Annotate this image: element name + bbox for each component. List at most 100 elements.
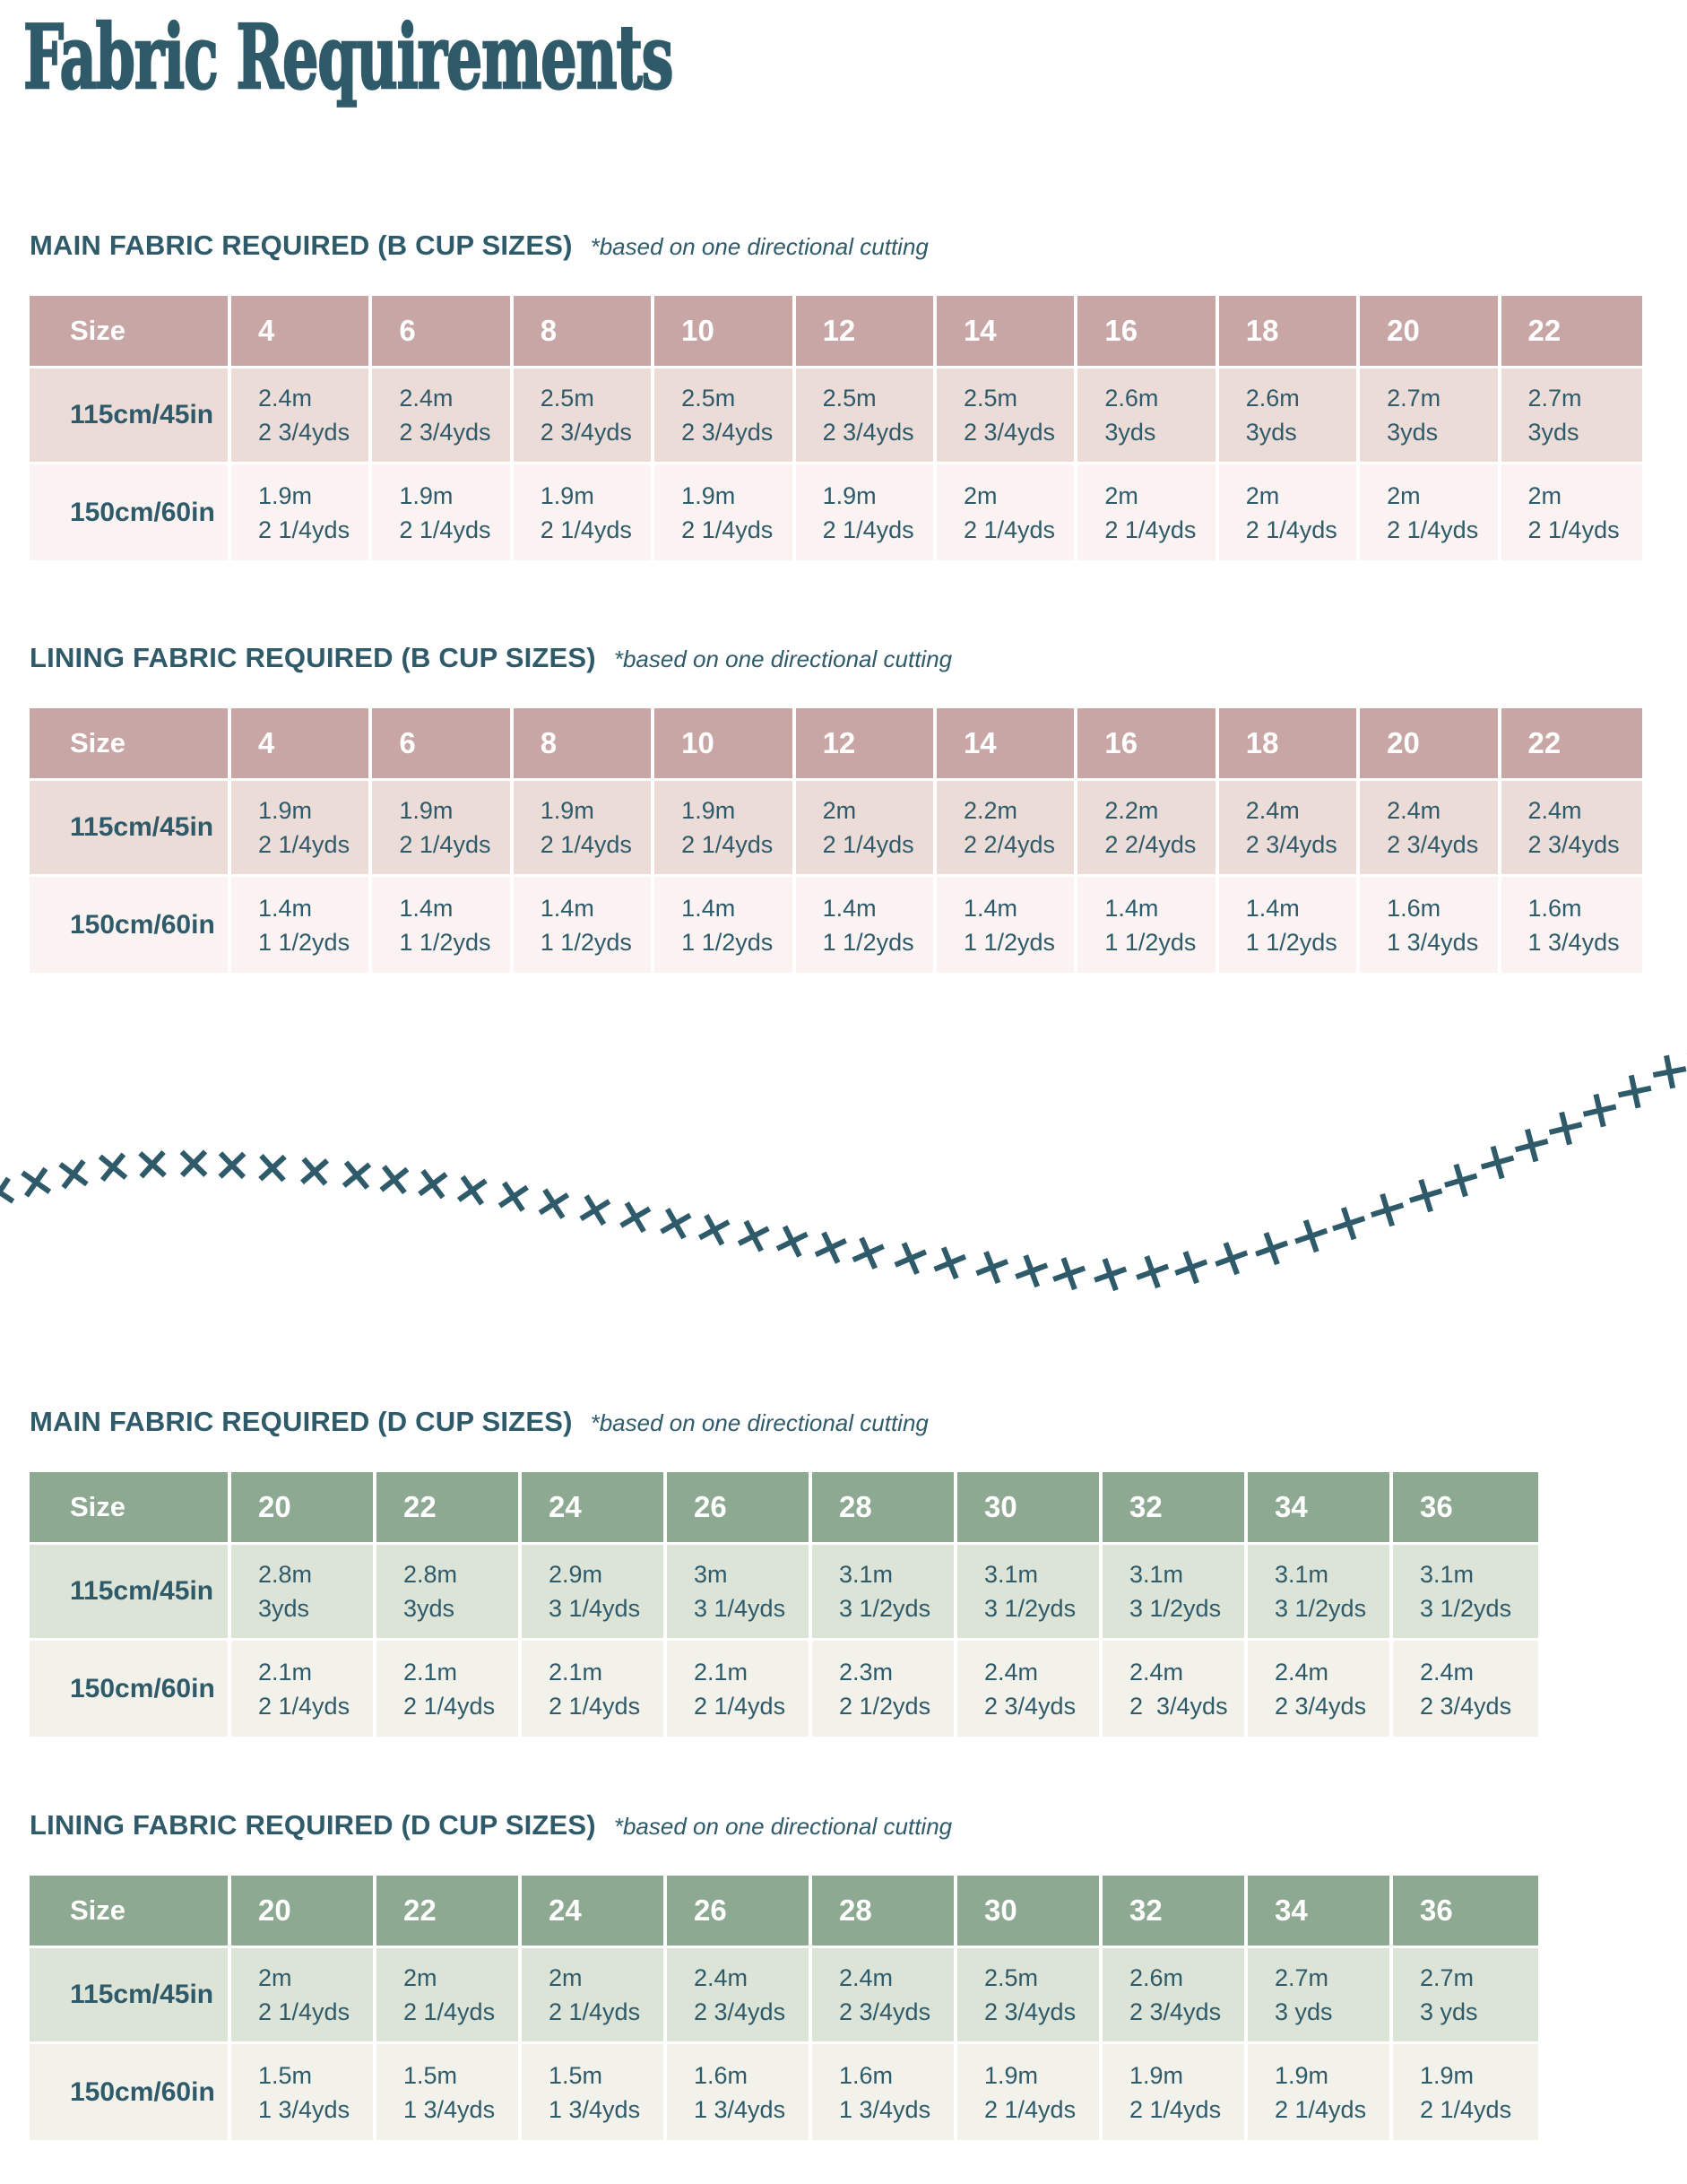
header-row: Size 4 6 8 10 12 14 16 18 20 22 xyxy=(30,708,1642,781)
size-header: 20 xyxy=(1360,708,1501,781)
section-title: LINING FABRIC REQUIRED (B CUP SIZES) xyxy=(30,642,596,673)
size-column-header: Size xyxy=(30,1472,231,1545)
size-header: 32 xyxy=(1103,1472,1248,1545)
size-header: 6 xyxy=(372,708,514,781)
value-cell: 2m 2 1/4yds xyxy=(795,781,937,877)
value-cell: 2.9m 3 1/4yds xyxy=(522,1545,667,1641)
value-cell: 1.9m 2 1/4yds xyxy=(513,781,655,877)
value-cell: 2m 2 1/4yds xyxy=(1501,464,1642,560)
value-cell: 2.1m 2 1/4yds xyxy=(231,1641,376,1737)
value-cell: 1.9m 2 1/4yds xyxy=(372,464,514,560)
row-label: 150cm/60in xyxy=(30,2044,231,2140)
section-main-fabric-b-cup: MAIN FABRIC REQUIRED (B CUP SIZES) *base… xyxy=(30,230,1642,560)
x-stitch-icon: × xyxy=(489,1166,538,1226)
fabric-table-main-b-cup: Size 4 6 8 10 12 14 16 18 20 22 115cm/45in 2.4m 2 3/… xyxy=(30,296,1642,560)
value-cell: 1.9m 2 1/4yds xyxy=(957,2044,1103,2140)
section-lining-fabric-d-cup: LINING FABRIC REQUIRED (D CUP SIZES) *ba… xyxy=(30,1809,1538,2140)
value-cell: 3.1m 3 1/2yds xyxy=(812,1545,957,1641)
size-header: 4 xyxy=(231,708,373,781)
size-header: 8 xyxy=(513,708,655,781)
value-cell: 2.7m 3 yds xyxy=(1248,1948,1393,2044)
table-host-main-d-cup: Size 20 22 24 26 28 30 32 34 36 115cm/45in 2.8m 3yd… xyxy=(30,1472,1538,1737)
size-header: 12 xyxy=(795,708,937,781)
table-host-lining-b-cup: Size 4 6 8 10 12 14 16 18 20 22 115cm/45in 1.9m 2 1/… xyxy=(30,708,1642,973)
size-header: 24 xyxy=(522,1472,667,1545)
table-row: 150cm/60in 1.5m 1 3/4yds 1.5m 1 3/4yds 1.5m… xyxy=(30,2044,1538,2140)
fabric-table-lining-d-cup: Size 20 22 24 26 28 30 32 34 36 115cm/45in 2m 2 1/4… xyxy=(30,1876,1538,2140)
section-note: *based on one directional cutting xyxy=(613,1813,953,1840)
value-cell: 1.4m 1 1/2yds xyxy=(795,877,937,973)
size-header: 10 xyxy=(654,708,796,781)
row-label: 115cm/45in xyxy=(30,1545,231,1641)
header-row: Size 20 22 24 26 28 30 32 34 36 xyxy=(30,1472,1538,1545)
value-cell: 2.7m 3 yds xyxy=(1393,1948,1538,2044)
size-header: 16 xyxy=(1077,708,1219,781)
x-stitch-icon: × xyxy=(410,1154,456,1214)
x-stitch-icon: × xyxy=(49,1143,97,1203)
value-cell: 2.4m 2 3/4yds xyxy=(1103,1641,1248,1737)
header-row: Size 20 22 24 26 28 30 32 34 36 xyxy=(30,1876,1538,1948)
value-cell: 1.9m 2 1/4yds xyxy=(372,781,514,877)
size-header: 36 xyxy=(1393,1472,1538,1545)
value-cell: 2.1m 2 1/4yds xyxy=(667,1641,812,1737)
section-heading: MAIN FABRIC REQUIRED (D CUP SIZES) *base… xyxy=(30,1406,1538,1438)
section-title: MAIN FABRIC REQUIRED (B CUP SIZES) xyxy=(30,230,573,261)
size-header: 28 xyxy=(812,1472,957,1545)
table-row: 115cm/45in 2.8m 3yds 2.8m 3yds 2.9m 3 1/4yd… xyxy=(30,1545,1538,1641)
value-cell: 2.7m 3yds xyxy=(1360,368,1501,464)
value-cell: 2.2m 2 2/4yds xyxy=(936,781,1078,877)
row-label: 115cm/45in xyxy=(30,1948,231,2044)
x-stitch-icon: × xyxy=(292,1142,336,1200)
value-cell: 2.6m 3yds xyxy=(1218,368,1361,464)
value-cell: 2.6m 3yds xyxy=(1077,368,1219,464)
size-header: 18 xyxy=(1218,296,1361,368)
value-cell: 2.4m 2 3/4yds xyxy=(372,368,514,464)
value-cell: 2.4m 2 3/4yds xyxy=(231,368,373,464)
size-column-header: Size xyxy=(30,708,231,781)
size-header: 20 xyxy=(231,1876,376,1948)
x-stitch-icon: × xyxy=(334,1146,379,1204)
value-cell: 2.2m 2 2/4yds xyxy=(1077,781,1219,877)
value-cell: 2.4m 2 3/4yds xyxy=(1218,781,1361,877)
size-header: 22 xyxy=(376,1876,522,1948)
size-header: 24 xyxy=(522,1876,667,1948)
value-cell: 1.5m 1 3/4yds xyxy=(376,2044,522,2140)
value-cell: 1.9m 2 1/4yds xyxy=(1248,2044,1393,2140)
size-header: 12 xyxy=(795,296,937,368)
size-header: 36 xyxy=(1393,1876,1538,1948)
value-cell: 1.6m 1 3/4yds xyxy=(667,2044,812,2140)
size-header: 28 xyxy=(812,1876,957,1948)
value-cell: 1.6m 1 3/4yds xyxy=(1501,877,1642,973)
value-cell: 2.5m 2 3/4yds xyxy=(654,368,796,464)
x-stitch-icon: × xyxy=(131,1135,174,1192)
size-header: 30 xyxy=(957,1876,1103,1948)
value-cell: 1.9m 2 1/4yds xyxy=(1103,2044,1248,2140)
value-cell: 3.1m 3 1/2yds xyxy=(957,1545,1103,1641)
value-cell: 2m 2 1/4yds xyxy=(231,1948,376,2044)
size-column-header: Size xyxy=(30,1876,231,1948)
size-header: 32 xyxy=(1103,1876,1248,1948)
size-header: 34 xyxy=(1248,1876,1393,1948)
size-header: 16 xyxy=(1077,296,1219,368)
row-label: 150cm/60in xyxy=(30,1641,231,1737)
size-header: 20 xyxy=(1360,296,1501,368)
value-cell: 3.1m 3 1/2yds xyxy=(1103,1545,1248,1641)
size-header: 10 xyxy=(654,296,796,368)
section-heading: LINING FABRIC REQUIRED (B CUP SIZES) *ba… xyxy=(30,642,1642,674)
value-cell: 3m 3 1/4yds xyxy=(667,1545,812,1641)
size-header: 14 xyxy=(936,296,1078,368)
size-header: 8 xyxy=(513,296,655,368)
x-stitch-icon: × xyxy=(91,1138,135,1196)
section-note: *based on one directional cutting xyxy=(590,1409,929,1436)
header-row: Size 4 6 8 10 12 14 16 18 20 22 xyxy=(30,296,1642,368)
section-lining-fabric-b-cup: LINING FABRIC REQUIRED (B CUP SIZES) *ba… xyxy=(30,642,1642,973)
section-heading: MAIN FABRIC REQUIRED (B CUP SIZES) *base… xyxy=(30,230,1642,262)
value-cell: 2.3m 2 1/2yds xyxy=(812,1641,957,1737)
value-cell: 2m 2 1/4yds xyxy=(376,1948,522,2044)
value-cell: 1.4m 1 1/2yds xyxy=(372,877,514,973)
section-note: *based on one directional cutting xyxy=(613,646,953,672)
value-cell: 1.9m 2 1/4yds xyxy=(654,464,796,560)
value-cell: 1.9m 2 1/4yds xyxy=(1393,2044,1538,2140)
value-cell: 1.9m 2 1/4yds xyxy=(231,781,373,877)
value-cell: 1.9m 2 1/4yds xyxy=(654,781,796,877)
